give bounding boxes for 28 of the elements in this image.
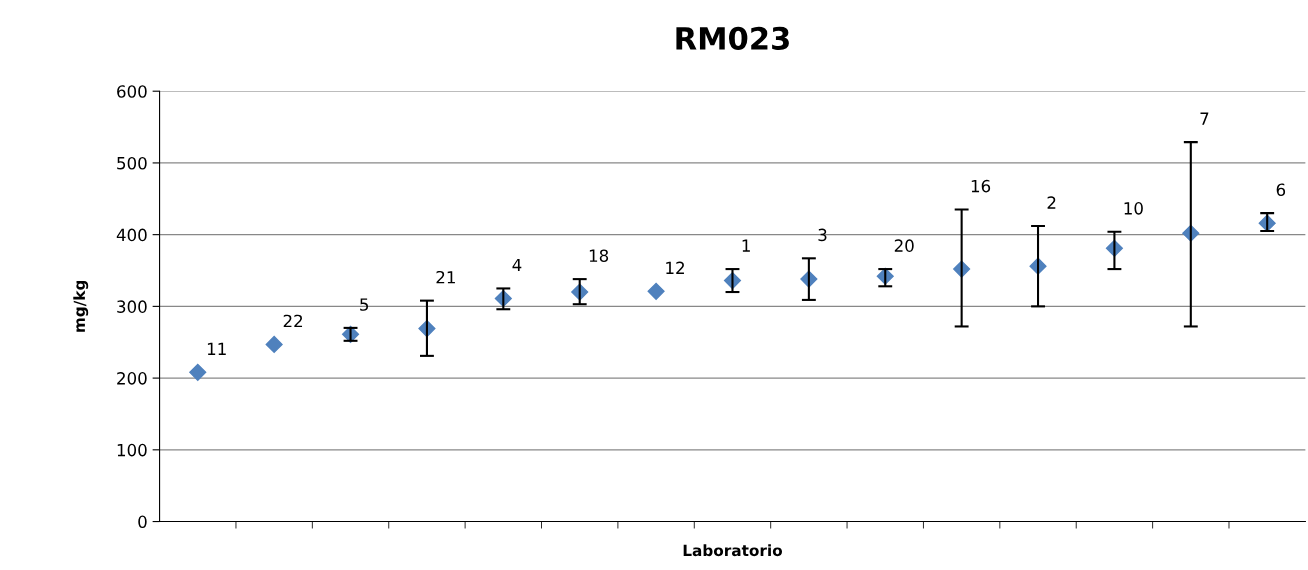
y-tick-label: 200 (117, 372, 147, 385)
y-tick-label: 600 (117, 85, 147, 98)
annotation: 7 (1200, 112, 1209, 125)
y-tick-label: 0 (138, 515, 147, 529)
y-tick-label: 100 (117, 443, 147, 457)
annotation: 3 (818, 228, 827, 242)
x-axis-title: Laboratorio (683, 544, 783, 557)
annotation: 2 (1047, 196, 1056, 209)
annotation: 20 (894, 239, 914, 252)
annotation: 1 (742, 239, 750, 252)
annotation: 6 (1276, 183, 1286, 197)
chart-title: RM023 (676, 26, 789, 50)
annotation: 22 (283, 314, 303, 328)
annotation: 5 (360, 298, 369, 311)
y-tick-label: 300 (117, 300, 147, 313)
annotation: 4 (512, 258, 522, 272)
annotation: 16 (971, 179, 991, 193)
annotation: 11 (207, 342, 226, 356)
point (265, 335, 283, 353)
annotation: 10 (1124, 202, 1143, 215)
point (189, 363, 207, 381)
y-axis-title: mg/kg (73, 280, 89, 332)
annotation: 12 (666, 261, 684, 274)
y-tick-label: 500 (117, 156, 147, 170)
point (647, 282, 665, 300)
y-tick-label: 400 (116, 228, 147, 242)
annotation: 21 (436, 270, 455, 284)
annotation: 18 (589, 249, 609, 262)
